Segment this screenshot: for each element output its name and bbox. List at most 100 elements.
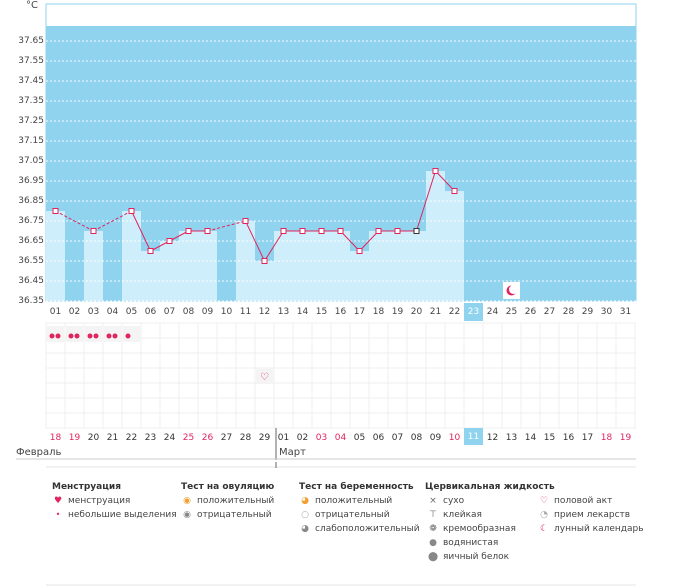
temperature-bar (122, 211, 141, 301)
temperature-bar (179, 231, 198, 301)
day-label: 13 (277, 307, 290, 317)
calendar-date[interactable]: 25 (182, 433, 195, 443)
calendar-date[interactable]: 15 (543, 433, 556, 443)
legend-ovulation-positive: ◉ положительный (181, 496, 274, 506)
blood-drop-icon (49, 333, 55, 339)
day-label: 02 (68, 307, 81, 317)
temperature-line (264, 230, 284, 262)
day-label: 21 (429, 307, 442, 317)
calendar-date[interactable]: 14 (524, 433, 537, 443)
temperature-line (435, 170, 455, 192)
temperature-point (204, 228, 211, 234)
legend-menstruation: ♥ менструация (53, 496, 131, 506)
day-label: 24 (486, 307, 499, 317)
calendar-date[interactable]: 02 (296, 433, 309, 443)
calendar-date[interactable]: 18 (49, 433, 62, 443)
calendar-date[interactable]: 07 (391, 433, 404, 443)
calendar-date[interactable]: 27 (220, 433, 233, 443)
ovulation-positive-icon: ◉ (183, 496, 191, 506)
calendar-date[interactable]: 13 (505, 433, 518, 443)
temperature-bar (255, 261, 274, 301)
creamy-icon: ❁ (429, 524, 437, 534)
day-label: 03 (87, 307, 100, 317)
temperature-line (93, 210, 132, 232)
day-label: 01 (49, 307, 62, 317)
day-label: 09 (201, 307, 214, 317)
calendar-date[interactable]: 17 (581, 433, 594, 443)
legend-cervical-creamy: ❁ кремообразная (427, 524, 516, 534)
calendar-date[interactable]: 19 (619, 433, 632, 443)
calendar-date[interactable]: 21 (106, 433, 119, 443)
day-label: 16 (334, 307, 347, 317)
y-tick-label: 37.65 (18, 36, 44, 46)
calendar-date[interactable]: 23 (144, 433, 157, 443)
calendar-date[interactable]: 19 (68, 433, 81, 443)
day-label: 26 (524, 307, 537, 317)
calendar-date[interactable]: 24 (163, 433, 176, 443)
y-tick-label: 36.75 (18, 216, 44, 226)
calendar-date[interactable]: 05 (353, 433, 366, 443)
ovulation-negative-icon: ◉ (183, 510, 191, 520)
calendar-date[interactable]: 16 (562, 433, 575, 443)
legend-title-ovulation: Тест на овуляцию (181, 482, 275, 492)
temperature-point (356, 248, 363, 254)
y-tick-label: 36.65 (18, 236, 44, 246)
calendar-date[interactable]: 28 (239, 433, 252, 443)
temperature-line (55, 210, 94, 232)
calendar-date[interactable]: 22 (125, 433, 138, 443)
y-tick-label: 37.45 (18, 76, 44, 86)
calendar-date[interactable]: 29 (258, 433, 271, 443)
temperature-bar (312, 231, 331, 301)
legend-title-pregnancy: Тест на беременность (299, 482, 414, 492)
blood-drop-icon: ♥ (53, 496, 63, 506)
calendar-date[interactable]: 03 (315, 433, 328, 443)
pill-icon: ◔ (540, 510, 548, 520)
calendar-date[interactable]: 10 (448, 433, 461, 443)
calendar-date[interactable]: 08 (410, 433, 423, 443)
legend-cervical-dry: × сухо (427, 496, 464, 506)
calendar-date[interactable]: 26 (201, 433, 214, 443)
calendar-date[interactable]: 04 (334, 433, 347, 443)
month-label-mar: Март (279, 447, 306, 458)
temperature-point (242, 218, 249, 224)
calendar-date[interactable]: 18 (600, 433, 613, 443)
temperature-point (280, 228, 287, 234)
egg-white-icon: ⬤ (427, 552, 439, 562)
temperature-bar (350, 251, 369, 301)
calendar-date[interactable]: 20 (87, 433, 100, 443)
temperature-point (337, 228, 344, 234)
legend-intercourse: ♡ половой акт (539, 496, 613, 506)
legend-pregnancy-weak: ◕ слабоположительный (299, 524, 420, 534)
temperature-point (299, 228, 306, 234)
day-label: 12 (258, 307, 271, 317)
y-tick-label: 37.05 (18, 156, 44, 166)
day-label: 19 (391, 307, 404, 317)
intercourse-cell (256, 368, 273, 384)
temperature-line (340, 230, 360, 252)
legend-title-cervical: Цервикальная жидкость (425, 482, 555, 492)
blood-drop-icon (55, 333, 61, 339)
day-label: 22 (448, 307, 461, 317)
temperature-point (432, 168, 439, 174)
legend-lunar: ☾ лунный календарь (539, 524, 644, 534)
pregnancy-negative-icon: ○ (301, 510, 309, 520)
temperature-point (451, 188, 458, 194)
legend-spotting: • небольшие выделения (52, 510, 177, 520)
calendar-date[interactable]: 09 (429, 433, 442, 443)
calendar-date[interactable]: 06 (372, 433, 385, 443)
legend-pregnancy-positive: ◕ положительный (299, 496, 392, 506)
day-label: 27 (543, 307, 556, 317)
temperature-point (90, 228, 97, 234)
calendar-date[interactable]: 11 (464, 428, 483, 445)
day-label: 18 (372, 307, 385, 317)
calendar-date[interactable]: 01 (277, 433, 290, 443)
legend-title-menstruation: Менструация (52, 482, 121, 492)
legend-cervical-eggwhite: ⬤ яичный белок (427, 552, 510, 562)
moon-icon: ☾ (539, 524, 549, 534)
day-label: 25 (505, 307, 518, 317)
y-tick-label: 37.15 (18, 136, 44, 146)
temperature-bar (388, 231, 407, 301)
calendar-date[interactable]: 12 (486, 433, 499, 443)
sticky-icon: ⊤ (429, 510, 437, 520)
